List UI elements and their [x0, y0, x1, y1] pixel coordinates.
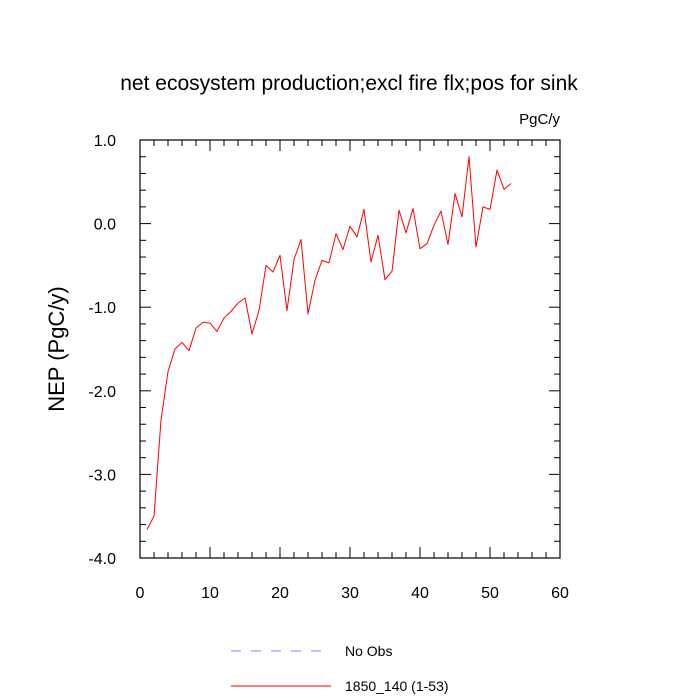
x-tick-label: 0 [136, 585, 145, 602]
x-tick-label: 40 [411, 585, 429, 602]
axis-ticks [139, 139, 561, 559]
units-label: PgC/y [519, 111, 560, 128]
y-tick-label: -3.0 [88, 467, 116, 484]
plot-frame [139, 139, 561, 559]
legend: No Obs 1850_140 (1-53) [231, 643, 449, 694]
y-axis-label: NEP (PgC/y) [44, 286, 69, 412]
x-tick-label: 30 [341, 585, 359, 602]
legend-label-no-obs: No Obs [345, 643, 392, 659]
y-tick-label: 0.0 [94, 217, 116, 234]
chart-title: net ecosystem production;excl fire flx;p… [120, 72, 578, 95]
y-tick-label: 1.0 [94, 133, 116, 150]
y-tick-labels: -4.0 -3.0 -2.0 -1.0 0.0 1.0 [88, 133, 116, 568]
series-line-1850-140-1-53- [146, 156, 512, 530]
y-tick-label: -4.0 [88, 551, 116, 568]
x-tick-label: 10 [201, 585, 219, 602]
x-tick-label: 60 [551, 585, 569, 602]
x-tick-label: 50 [481, 585, 499, 602]
x-tick-label: 20 [271, 585, 289, 602]
y-tick-label: -1.0 [88, 300, 116, 317]
x-tick-labels: 0 10 20 30 40 50 60 [136, 585, 569, 602]
plot-series [146, 156, 512, 530]
legend-label-1850-140: 1850_140 (1-53) [345, 678, 449, 694]
y-tick-label: -2.0 [88, 384, 116, 401]
